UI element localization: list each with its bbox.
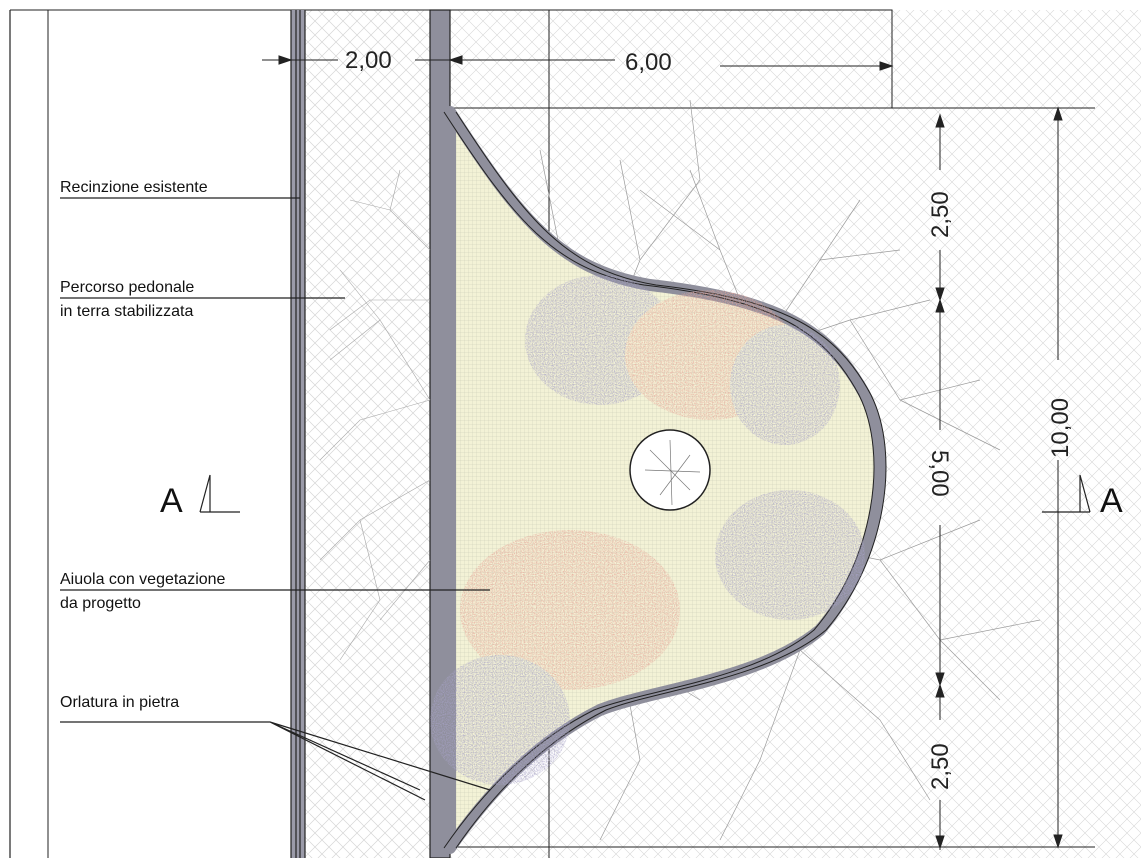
section-label-left: A bbox=[160, 482, 183, 520]
dim-bed-depth: 6,00 bbox=[625, 49, 672, 76]
label-edging: Orlatura in pietra bbox=[60, 694, 179, 711]
tree-trunk-branches bbox=[644, 439, 701, 506]
footpath bbox=[310, 10, 430, 858]
leader-lines bbox=[60, 197, 491, 801]
label-bed-line2: da progetto bbox=[60, 595, 141, 612]
shrub-clumps bbox=[430, 275, 865, 785]
label-bed-line1: Aiuola con vegetazione bbox=[60, 571, 226, 588]
dimension-top bbox=[262, 55, 894, 71]
label-fence: Recinzione esistente bbox=[60, 179, 208, 196]
dim-middle-segment: 5,00 bbox=[926, 450, 953, 497]
label-path-line1: Percorso pedonale bbox=[60, 279, 194, 296]
label-path-line2: in terra stabilizzata bbox=[60, 303, 193, 320]
shrub-lilac-bottom bbox=[430, 655, 570, 785]
dim-total-length: 10,00 bbox=[1047, 398, 1074, 458]
shrub-lilac-lower-right bbox=[715, 490, 865, 620]
shrub-pink-lower bbox=[460, 530, 680, 690]
existing-fence bbox=[290, 10, 306, 858]
section-marker-left: A bbox=[160, 474, 240, 520]
tree-canopy-left bbox=[319, 169, 431, 661]
dim-top-segment: 2,50 bbox=[927, 191, 954, 238]
section-marker-right: A bbox=[1042, 474, 1123, 520]
boundary-top bbox=[450, 9, 893, 109]
shrub-lilac-right bbox=[730, 325, 840, 445]
dim-path-width: 2,00 bbox=[345, 47, 392, 74]
dim-bottom-segment: 2,50 bbox=[927, 743, 954, 790]
dimension-right bbox=[935, 106, 1063, 850]
section-label-right: A bbox=[1100, 482, 1123, 520]
